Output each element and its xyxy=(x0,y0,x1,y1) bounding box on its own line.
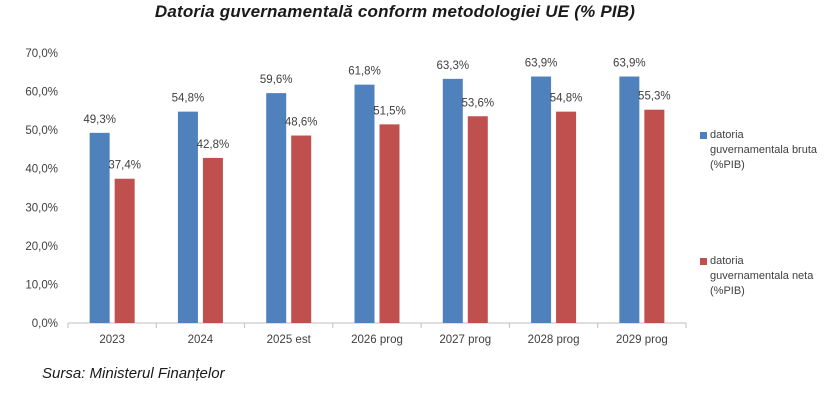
bar-bruta xyxy=(531,76,552,324)
x-tick-label: 2029 prog xyxy=(616,334,668,346)
data-label: 37,4% xyxy=(108,160,141,172)
legend-label: guvernamentala neta xyxy=(710,270,814,282)
bar-neta xyxy=(644,109,665,323)
data-label: 55,3% xyxy=(638,91,671,103)
x-tick-label: 2024 xyxy=(188,334,214,346)
data-labels: 49,3% 54,8% 59,6% 61,8% 63,3% 63,9% 63,9% 37,4%… xyxy=(83,58,670,172)
y-tick-label: 50,0% xyxy=(25,125,58,137)
chart-title: Datoria guvernamentală conform metodolog… xyxy=(154,2,636,21)
x-tick-label: 2023 xyxy=(99,334,125,346)
data-label: 59,6% xyxy=(260,74,293,86)
legend-label: datoria xyxy=(710,255,745,267)
data-label: 54,8% xyxy=(550,93,583,105)
legend-label: datoria xyxy=(710,129,745,141)
x-tick-label: 2026 prog xyxy=(351,334,403,346)
bar-bruta xyxy=(354,84,375,323)
y-tick-label: 10,0% xyxy=(25,279,58,291)
bar-neta xyxy=(556,111,577,323)
data-label: 53,6% xyxy=(461,97,494,109)
y-tick-label: 70,0% xyxy=(25,48,58,60)
data-label: 42,8% xyxy=(197,139,230,151)
bar-neta xyxy=(202,157,223,323)
legend-label: guvernamentala bruta xyxy=(710,144,818,156)
bar-neta xyxy=(379,124,400,323)
legend-swatch xyxy=(700,132,707,139)
x-tick-label: 2027 prog xyxy=(439,334,491,346)
x-axis: 2023 2024 2025 est 2026 prog 2027 prog 2028 p… xyxy=(67,322,687,346)
bar-neta xyxy=(467,116,488,323)
y-tick-label: 30,0% xyxy=(25,202,58,214)
y-tick-label: 60,0% xyxy=(25,87,58,99)
bars xyxy=(89,76,665,324)
legend: datoria guvernamentala bruta (%PIB) datoria… xyxy=(700,129,818,297)
data-label: 54,8% xyxy=(172,93,205,105)
legend-swatch xyxy=(700,258,707,265)
data-label: 48,6% xyxy=(285,117,318,129)
y-axis: 0,0% 10,0% 20,0% 30,0% 40,0% 50,0% 60,0% 70,0% xyxy=(25,48,58,330)
x-tick-label: 2028 prog xyxy=(528,334,580,346)
legend-label: (%PIB) xyxy=(710,285,745,297)
y-tick-label: 0,0% xyxy=(32,318,58,330)
bar-neta xyxy=(114,178,135,323)
bar-bruta xyxy=(177,111,198,323)
data-label: 63,9% xyxy=(525,58,558,70)
legend-label: (%PIB) xyxy=(710,159,745,171)
data-label: 63,3% xyxy=(436,60,469,72)
data-label: 63,9% xyxy=(613,58,646,70)
data-label: 51,5% xyxy=(373,105,406,117)
bar-bruta xyxy=(619,76,640,324)
bar-bruta xyxy=(89,132,110,323)
y-tick-label: 40,0% xyxy=(25,164,58,176)
bar-bruta xyxy=(266,93,287,323)
bar-neta xyxy=(291,135,312,323)
x-tick-label: 2025 est xyxy=(267,334,312,346)
bar-bruta xyxy=(442,78,463,323)
data-label: 49,3% xyxy=(83,114,116,126)
source-note: Sursa: Ministerul Finanțelor xyxy=(42,365,225,382)
y-tick-label: 20,0% xyxy=(25,241,58,253)
data-label: 61,8% xyxy=(348,66,381,78)
